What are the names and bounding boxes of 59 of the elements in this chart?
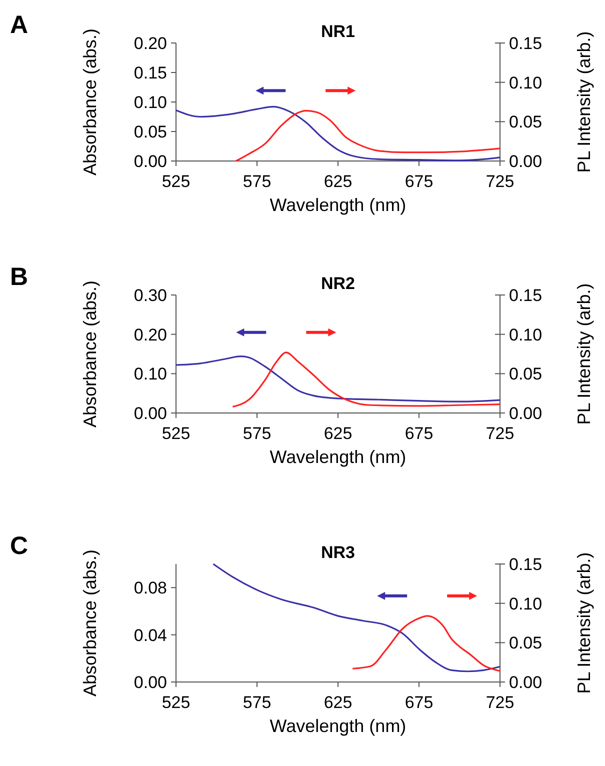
y2-tick-label: 0.05 [509, 634, 542, 653]
y2-tick-label: 0.15 [509, 34, 542, 53]
y2-tick-label: 0.00 [509, 152, 542, 171]
y2-tick-label: 0.05 [509, 112, 542, 132]
y2-axis-title: PL Intensity (arb.) [574, 31, 594, 173]
x-tick-label: 625 [324, 424, 352, 443]
x-tick-label: 675 [404, 424, 434, 443]
x-axis-title: Wavelength (nm) [270, 447, 406, 467]
line-series [175, 356, 501, 402]
x-tick-label: 525 [162, 693, 190, 712]
x-tick-label: 675 [404, 172, 434, 191]
x-tick-label: 625 [324, 172, 352, 191]
y2-axis-title: PL Intensity (arb.) [574, 552, 594, 694]
chart-title: NR2 [320, 274, 356, 293]
y-axis-title: Absorbance (abs.) [80, 280, 100, 428]
chart-title: NR1 [320, 22, 356, 41]
x-tick-label: 575 [242, 693, 272, 712]
y-tick-label: 0.08 [134, 578, 167, 598]
y2-tick-label: 0.10 [509, 325, 542, 344]
line-series [235, 110, 501, 162]
line-series [352, 615, 501, 672]
chart-title: NR3 [320, 543, 356, 562]
y-axis-title: Absorbance (abs.) [80, 549, 100, 697]
y2-tick-label: 0.15 [509, 555, 542, 574]
y2-tick-label: 0.15 [509, 286, 542, 305]
y-tick-label: 0.05 [134, 122, 167, 142]
line-series [232, 352, 501, 408]
y2-tick-label: 0.00 [509, 673, 542, 692]
x-tick-label: 725 [486, 424, 514, 443]
x-axis-title: Wavelength (nm) [270, 195, 406, 215]
x-tick-label: 525 [162, 172, 190, 191]
text: C [10, 532, 28, 560]
y-tick-label: 0.20 [134, 325, 167, 344]
y-tick-label: 0.00 [134, 152, 167, 171]
y-tick-label: 0.30 [134, 286, 167, 305]
x-tick-label: 575 [242, 424, 272, 443]
y-tick-label: 0.10 [134, 364, 167, 384]
line-series [212, 563, 501, 672]
x-tick-label: 725 [486, 693, 514, 712]
x-tick-label: 525 [162, 424, 190, 443]
y-axis-title: Absorbance (abs.) [80, 28, 100, 176]
text: A [10, 11, 28, 39]
y-tick-label: 0.15 [134, 64, 167, 82]
y-tick-label: 0.20 [134, 34, 167, 53]
y2-tick-label: 0.00 [509, 404, 542, 423]
y2-tick-label: 0.05 [509, 364, 542, 384]
x-tick-label: 625 [324, 693, 352, 712]
y-tick-label: 0.04 [134, 626, 167, 645]
y2-tick-label: 0.10 [509, 594, 542, 614]
x-axis-title: Wavelength (nm) [270, 716, 406, 736]
x-tick-label: 675 [404, 693, 434, 712]
y-tick-label: 0.10 [134, 93, 167, 112]
x-tick-label: 575 [242, 172, 272, 191]
y-tick-label: 0.00 [134, 673, 167, 692]
y2-axis-title: PL Intensity (arb.) [574, 283, 594, 425]
text: B [10, 263, 28, 291]
y-tick-label: 0.00 [134, 404, 167, 423]
x-tick-label: 725 [486, 172, 514, 191]
y2-tick-label: 0.10 [509, 73, 542, 92]
